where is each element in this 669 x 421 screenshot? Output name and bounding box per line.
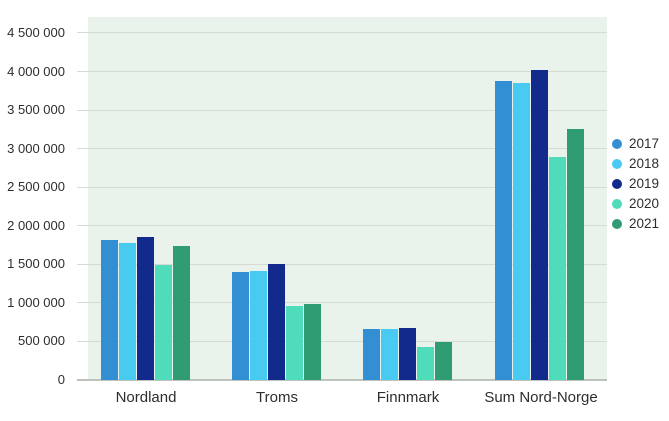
bar-group-sum-nord-norge (495, 17, 585, 380)
bar-2018 (119, 242, 136, 380)
bar-2020 (286, 306, 303, 380)
y-tick-label: 1 500 000 (7, 256, 65, 272)
gridline (77, 263, 607, 265)
legend-item-2017: 2017 (612, 134, 659, 153)
legend-label: 2018 (629, 156, 660, 171)
legend-item-2018: 2018 (612, 154, 659, 173)
x-tick-label: Finnmark (376, 389, 440, 406)
bar-2020 (155, 265, 172, 380)
bar-2018 (250, 271, 267, 380)
legend: 2017 2018 2019 2020 2021 (612, 134, 659, 234)
gridline (77, 186, 607, 188)
gridline (77, 71, 607, 73)
plot-area (77, 17, 607, 381)
legend-label: 2019 (629, 176, 660, 191)
legend-label: 2020 (629, 196, 660, 211)
y-tick-label: 4 500 000 (7, 24, 65, 40)
y-tick-label: 3 000 000 (7, 140, 65, 156)
bar-2019 (531, 69, 548, 380)
bar-group-finnmark (363, 17, 453, 380)
bar-2020 (417, 346, 434, 380)
gridline (77, 225, 607, 227)
bar-2021 (567, 129, 584, 380)
y-tick-label: 4 000 000 (7, 63, 65, 79)
bar-2019 (399, 327, 416, 380)
y-tick-label: 2 000 000 (7, 217, 65, 233)
legend-label: 2021 (629, 216, 660, 231)
legend-swatch-icon (612, 178, 622, 189)
bar-2021 (435, 341, 452, 380)
bar-2019 (137, 237, 154, 380)
legend-swatch-icon (612, 138, 622, 149)
gridline (77, 302, 607, 304)
y-tick-label: 0 (57, 372, 65, 387)
bar-2017 (101, 240, 118, 380)
legend-swatch-icon (612, 158, 622, 169)
x-tick-label: Troms (256, 389, 298, 406)
legend-item-2020: 2020 (612, 194, 659, 213)
legend-swatch-icon (612, 198, 622, 209)
bar-2017 (363, 329, 380, 380)
x-axis-line (77, 379, 607, 381)
gridline (77, 148, 607, 150)
bar-2017 (232, 272, 249, 380)
y-tick-label: 3 500 000 (7, 102, 65, 118)
x-tick-label: Sum Nord-Norge (484, 389, 598, 406)
y-tick-label: 1 000 000 (7, 294, 65, 310)
legend-label: 2017 (629, 136, 660, 151)
legend-item-2019: 2019 (612, 174, 659, 193)
gridline (77, 32, 607, 34)
legend-swatch-icon (612, 218, 622, 229)
x-tick-label: Nordland (115, 389, 177, 406)
bar-2021 (173, 246, 190, 380)
bar-2017 (495, 80, 512, 380)
gridline (77, 340, 607, 342)
gridline (77, 109, 607, 111)
bar-2021 (304, 304, 321, 380)
bar-2018 (381, 329, 398, 380)
bar-2018 (513, 83, 530, 380)
y-tick-label: 500 000 (18, 333, 65, 349)
y-tick-label: 2 500 000 (7, 179, 65, 195)
legend-item-2021: 2021 (612, 214, 659, 233)
bar-group-troms (232, 17, 322, 380)
bar-2019 (268, 264, 285, 380)
bar-2020 (549, 157, 566, 380)
bar-group-nordland (101, 17, 191, 380)
